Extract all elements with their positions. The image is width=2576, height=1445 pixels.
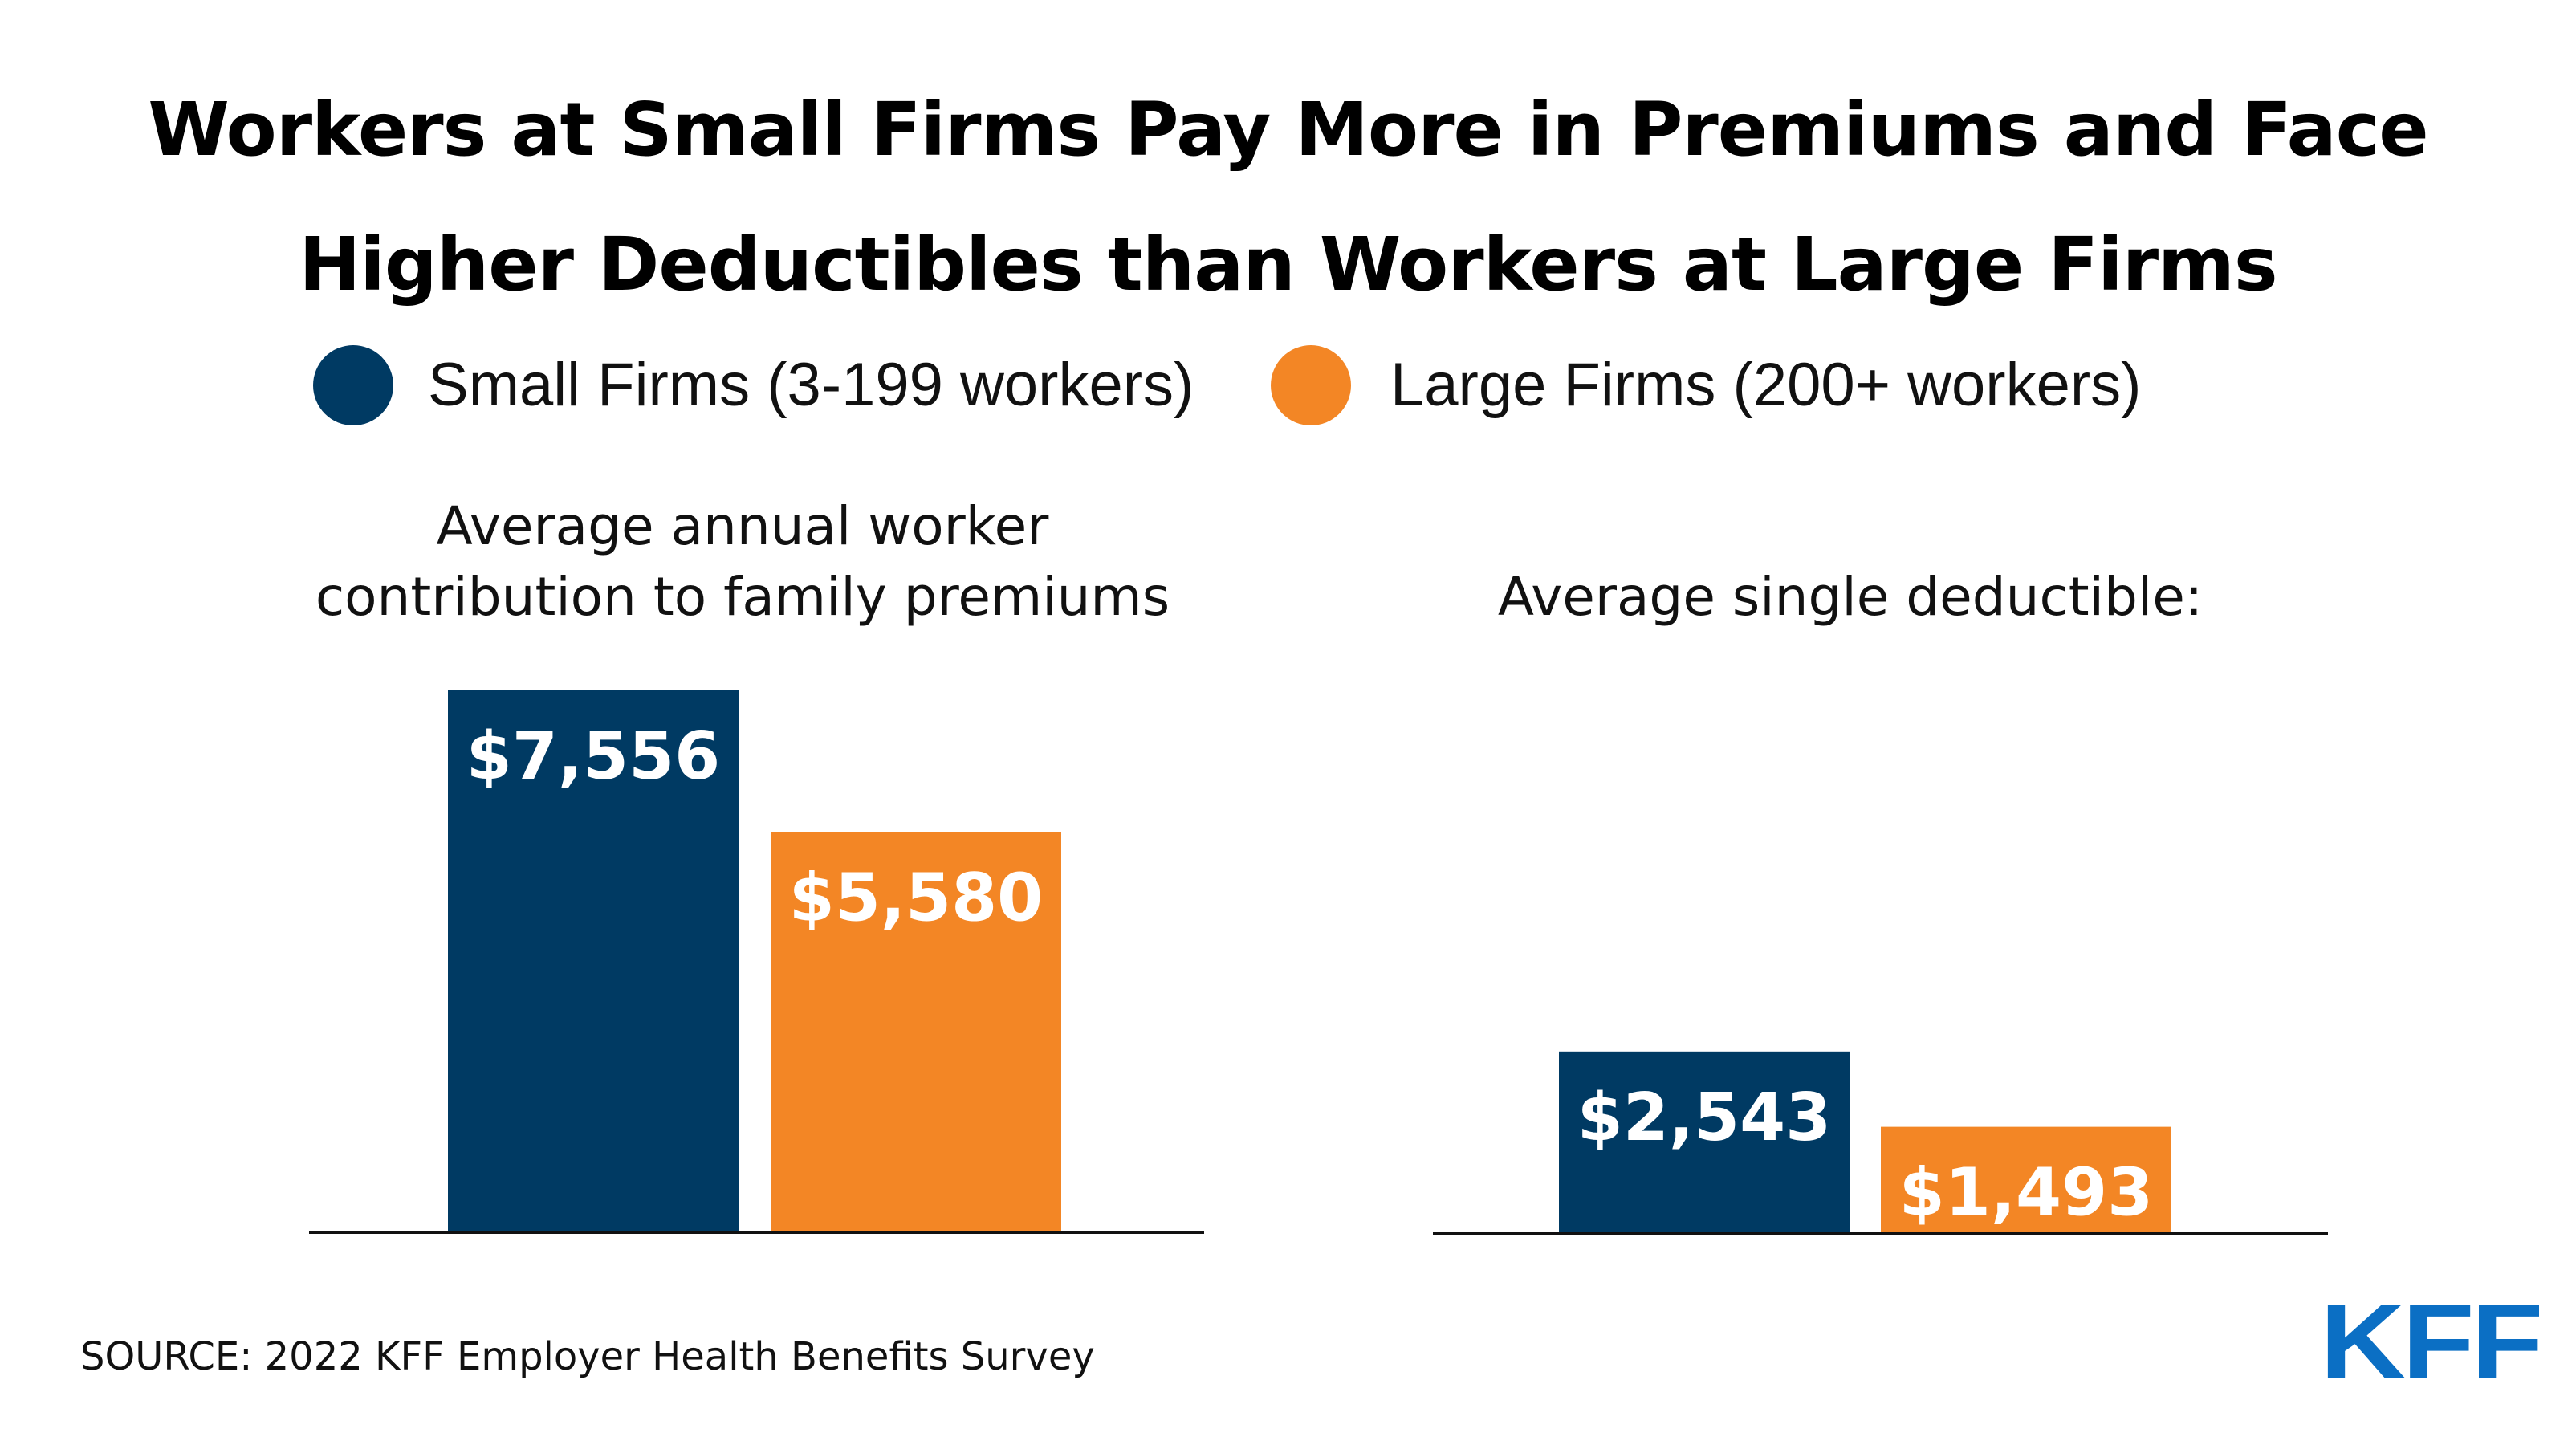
premiums-value-label-small-firms: $7,556 bbox=[466, 718, 720, 795]
legend-swatch-large-firms bbox=[1271, 345, 1351, 425]
chart-title-line-1: Workers at Small Firms Pay More in Premi… bbox=[148, 87, 2428, 173]
premiums-panel-title-line-1: Average annual worker bbox=[436, 495, 1049, 557]
legend-label-large-firms: Large Firms (200+ workers) bbox=[1390, 351, 2142, 419]
legend-swatch-small-firms bbox=[313, 345, 393, 425]
chart-title-line-2: Higher Deductibles than Workers at Large… bbox=[299, 222, 2277, 307]
source-note: SOURCE: 2022 KFF Employer Health Benefit… bbox=[80, 1334, 1095, 1379]
deductible-panel-title: Average single deductible: bbox=[1421, 562, 2280, 633]
deductible-value-label-large-firms: $1,493 bbox=[1899, 1155, 2153, 1231]
deductible-value-label-small-firms: $2,543 bbox=[1577, 1080, 1831, 1156]
chart-title: Workers at Small Firms Pay More in Premi… bbox=[0, 63, 2576, 332]
premiums-value-label-large-firms: $5,580 bbox=[789, 861, 1043, 937]
premiums-panel-title-line-2: contribution to family premiums bbox=[315, 566, 1170, 628]
kff-logo: KFF bbox=[2320, 1282, 2543, 1400]
legend-label-small-firms: Small Firms (3-199 workers) bbox=[428, 351, 1194, 419]
deductible-bar-large-firms bbox=[1881, 1126, 2171, 1234]
premiums-bar-small-firms bbox=[448, 690, 739, 1232]
deductible-panel-title-line-1: Average single deductible: bbox=[1497, 566, 2204, 628]
deductible-bar-small-firms bbox=[1559, 1051, 1850, 1234]
premiums-panel-title: Average annual worker contribution to fa… bbox=[265, 491, 1220, 633]
premiums-bar-large-firms bbox=[771, 832, 1061, 1232]
